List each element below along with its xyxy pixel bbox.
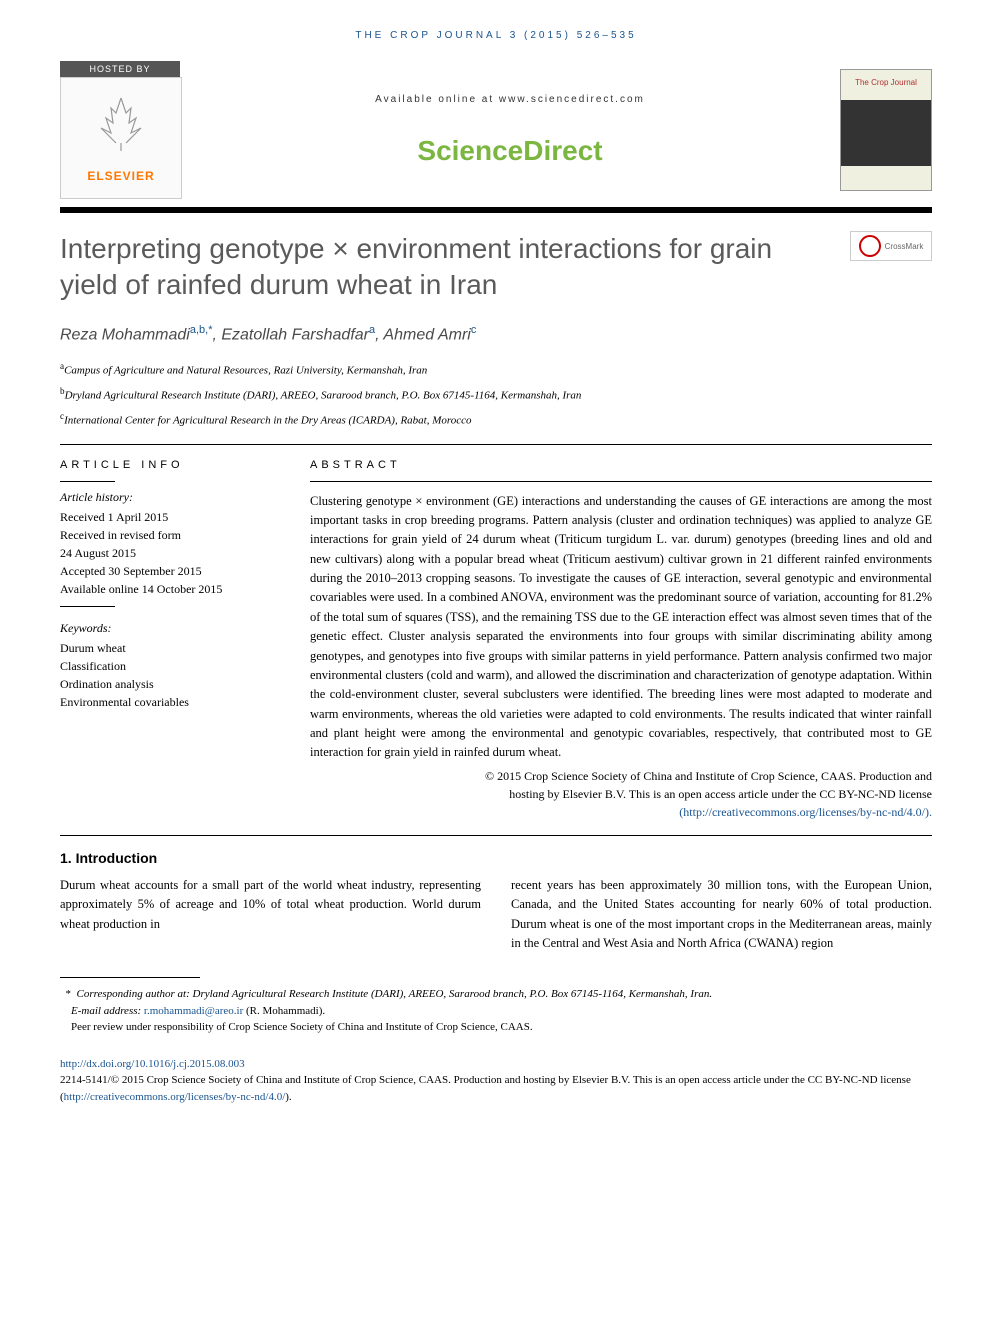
footnote-star: * <box>66 988 72 1000</box>
author-2-sup[interactable]: a <box>369 324 375 336</box>
affiliation-c: cInternational Center for Agricultural R… <box>60 410 932 429</box>
author-1: Reza Mohammadi <box>60 326 190 343</box>
journal-cover-title: The Crop Journal <box>841 78 931 87</box>
abstract-top-divider <box>310 481 932 482</box>
doi-link[interactable]: http://dx.doi.org/10.1016/j.cj.2015.08.0… <box>60 1058 245 1070</box>
email-label: E-mail address: <box>71 1005 144 1017</box>
copyright-line1: © 2015 Crop Science Society of China and… <box>485 769 932 783</box>
author-3-sup[interactable]: c <box>471 324 477 336</box>
copyright-line2: hosting by Elsevier B.V. This is an open… <box>509 787 932 801</box>
elsevier-tree-icon <box>91 93 151 165</box>
crossmark-icon <box>859 235 881 257</box>
title-row: Interpreting genotype × environment inte… <box>60 231 932 324</box>
crossmark-label: CrossMark <box>885 242 924 251</box>
email-suffix: (R. Mohammadi). <box>243 1005 325 1017</box>
hosted-by-label: HOSTED BY <box>60 61 180 77</box>
elsevier-logo: ELSEVIER <box>60 77 182 199</box>
keywords-label: Keywords: <box>60 621 270 636</box>
history-item: Accepted 30 September 2015 <box>60 562 270 580</box>
short-divider-1 <box>60 481 115 482</box>
email-link[interactable]: r.mohammadi@areo.ir <box>144 1005 243 1017</box>
doi-block: http://dx.doi.org/10.1016/j.cj.2015.08.0… <box>60 1056 932 1106</box>
body-columns: Durum wheat accounts for a small part of… <box>60 876 932 954</box>
black-divider-bar <box>60 207 932 213</box>
article-info-column: ARTICLE INFO Article history: Received 1… <box>60 459 270 821</box>
publisher-box: HOSTED BY ELSEVIER <box>60 61 180 199</box>
introduction-heading: 1. Introduction <box>60 850 932 866</box>
author-1-star[interactable]: * <box>208 324 212 336</box>
body-col-left: Durum wheat accounts for a small part of… <box>60 876 481 954</box>
abstract-label: ABSTRACT <box>310 459 932 471</box>
history-item: Received in revised form <box>60 526 270 544</box>
copyright-block: © 2015 Crop Science Society of China and… <box>310 767 932 821</box>
history-label: Article history: <box>60 490 270 505</box>
footnote-star-text: Corresponding author at: Dryland Agricul… <box>77 988 713 1000</box>
abstract-text: Clustering genotype × environment (GE) i… <box>310 492 932 763</box>
affiliation-a: aCampus of Agriculture and Natural Resou… <box>60 360 932 379</box>
keyword-item: Classification <box>60 657 270 675</box>
banner-row: HOSTED BY ELSEVIER Available online at w… <box>60 61 932 199</box>
page-container: THE CROP JOURNAL 3 (2015) 526–535 HOSTED… <box>0 0 992 1145</box>
authors-line: Reza Mohammadia,b,*, Ezatollah Farshadfa… <box>60 324 932 344</box>
crossmark-badge[interactable]: CrossMark <box>850 231 932 261</box>
author-2: Ezatollah Farshadfar <box>221 326 369 343</box>
available-online-text: Available online at www.sciencedirect.co… <box>180 94 840 105</box>
history-item: Received 1 April 2015 <box>60 508 270 526</box>
journal-header: THE CROP JOURNAL 3 (2015) 526–535 <box>60 30 932 41</box>
info-abstract-row: ARTICLE INFO Article history: Received 1… <box>60 459 932 821</box>
body-col-right: recent years has been approximately 30 m… <box>511 876 932 954</box>
sciencedirect-logo: ScienceDirect <box>180 135 840 167</box>
history-item: Available online 14 October 2015 <box>60 580 270 598</box>
short-divider-2 <box>60 606 115 607</box>
keyword-item: Environmental covariables <box>60 693 270 711</box>
article-info-label: ARTICLE INFO <box>60 459 270 471</box>
article-title: Interpreting genotype × environment inte… <box>60 231 830 304</box>
footnote-email: E-mail address: r.mohammadi@areo.ir (R. … <box>60 1003 932 1020</box>
section-divider-1 <box>60 444 932 445</box>
center-banner: Available online at www.sciencedirect.co… <box>180 94 840 167</box>
keyword-item: Durum wheat <box>60 639 270 657</box>
journal-cover: The Crop Journal <box>840 69 932 191</box>
author-3: Ahmed Amri <box>383 326 470 343</box>
footer-divider <box>60 977 200 978</box>
author-1-sup[interactable]: a,b, <box>190 324 208 336</box>
abstract-column: ABSTRACT Clustering genotype × environme… <box>310 459 932 821</box>
issn-suffix: ). <box>285 1091 291 1103</box>
footnote-corresponding: * Corresponding author at: Dryland Agric… <box>60 986 932 1003</box>
affiliation-b: bDryland Agricultural Research Institute… <box>60 385 932 404</box>
footnote-peer-review: Peer review under responsibility of Crop… <box>60 1019 932 1036</box>
cc-license-link[interactable]: (http://creativecommons.org/licenses/by-… <box>679 805 932 819</box>
issn-cc-link[interactable]: http://creativecommons.org/licenses/by-n… <box>64 1091 286 1103</box>
history-item: 24 August 2015 <box>60 544 270 562</box>
section-divider-2 <box>60 835 932 836</box>
keyword-item: Ordination analysis <box>60 675 270 693</box>
elsevier-name: ELSEVIER <box>87 169 154 183</box>
